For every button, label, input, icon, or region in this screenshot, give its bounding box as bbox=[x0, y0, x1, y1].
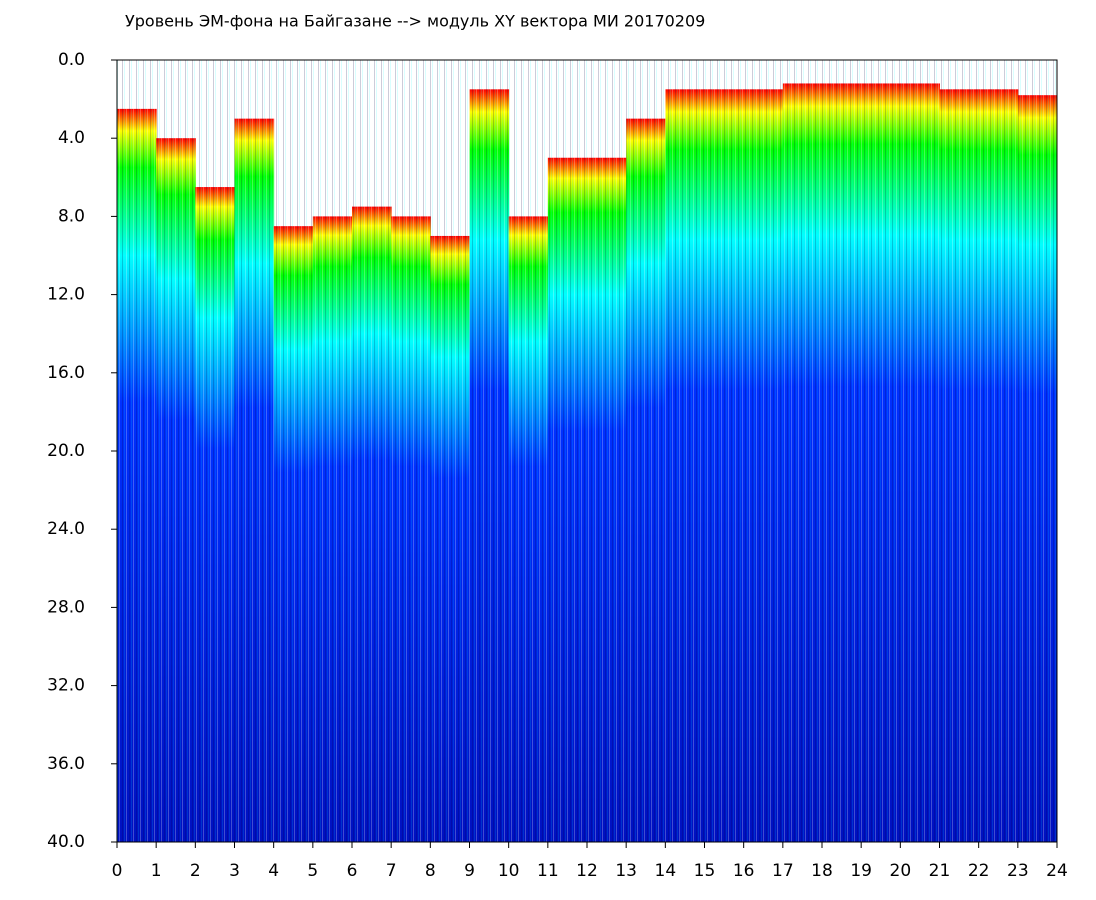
x-tick-label: 18 bbox=[811, 861, 833, 881]
y-tick-label: 12.0 bbox=[47, 285, 85, 305]
x-tick-label: 12 bbox=[576, 861, 598, 881]
x-tick-label: 11 bbox=[537, 861, 559, 881]
x-tick-label: 5 bbox=[307, 861, 318, 881]
texture bbox=[117, 60, 1057, 842]
x-tick-label: 22 bbox=[968, 861, 990, 881]
x-tick-label: 20 bbox=[890, 861, 912, 881]
x-tick-label: 1 bbox=[151, 861, 162, 881]
y-tick-label: 32.0 bbox=[47, 676, 85, 696]
y-tick-label: 8.0 bbox=[58, 206, 85, 226]
x-tick-label: 15 bbox=[694, 861, 716, 881]
y-tick-label: 4.0 bbox=[58, 128, 85, 148]
x-tick-label: 8 bbox=[425, 861, 436, 881]
x-tick-label: 14 bbox=[655, 861, 677, 881]
x-tick-label: 4 bbox=[268, 861, 279, 881]
x-tick-label: 21 bbox=[929, 861, 951, 881]
y-tick-label: 36.0 bbox=[47, 754, 85, 774]
y-tick-label: 24.0 bbox=[47, 519, 85, 539]
y-tick-label: 16.0 bbox=[47, 363, 85, 383]
x-tick-label: 0 bbox=[112, 861, 123, 881]
y-tick-label: 20.0 bbox=[47, 441, 85, 461]
x-tick-label: 3 bbox=[229, 861, 240, 881]
x-tick-label: 10 bbox=[498, 861, 520, 881]
x-tick-label: 16 bbox=[733, 861, 755, 881]
x-tick-label: 17 bbox=[772, 861, 794, 881]
x-tick-label: 19 bbox=[850, 861, 872, 881]
x-tick-label: 2 bbox=[190, 861, 201, 881]
x-tick-label: 13 bbox=[615, 861, 637, 881]
x-tick-label: 7 bbox=[386, 861, 397, 881]
x-tick-label: 23 bbox=[1007, 861, 1029, 881]
y-tick-label: 28.0 bbox=[47, 597, 85, 617]
x-tick-label: 9 bbox=[464, 861, 475, 881]
y-tick-label: 0.0 bbox=[58, 50, 85, 70]
x-tick-label: 24 bbox=[1046, 861, 1068, 881]
x-tick-label: 6 bbox=[347, 861, 358, 881]
y-tick-label: 40.0 bbox=[47, 832, 85, 852]
chart-title: Уровень ЭМ-фона на Байгазане --> модуль … bbox=[125, 12, 705, 31]
